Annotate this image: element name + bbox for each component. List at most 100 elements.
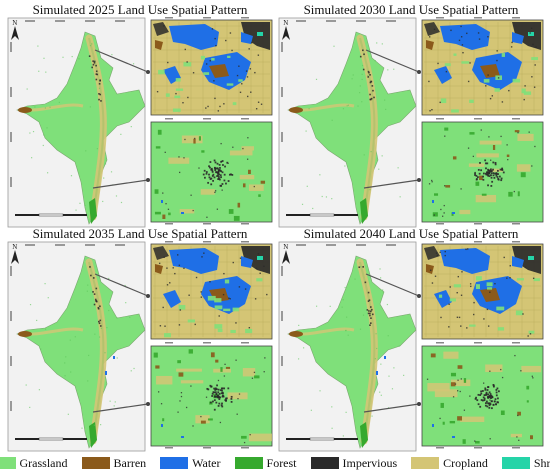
barren-patch [445, 185, 451, 188]
coordinate-tick [281, 177, 283, 187]
impervious-dot [218, 173, 221, 176]
legend-item-barren: Barren [81, 456, 146, 471]
cropland-patch [517, 133, 534, 141]
grassland-speckle [342, 435, 344, 437]
impervious-dot [226, 161, 229, 164]
grassland-patch [486, 282, 493, 287]
impervious-dot [488, 406, 491, 409]
impervious-dot [225, 182, 227, 185]
impervious-dot [497, 178, 500, 180]
impervious-dot [254, 298, 257, 300]
grassland-patch [469, 99, 474, 103]
impervious-dot [485, 167, 487, 170]
grassland-speckle [38, 389, 40, 391]
impervious-dot [370, 317, 372, 319]
impervious-dot [369, 93, 371, 96]
coordinate-tick [436, 118, 444, 120]
impervious-dot [98, 82, 101, 85]
forest-patch [258, 194, 261, 197]
impervious-dot [166, 267, 168, 269]
impervious-dot [487, 169, 490, 172]
impervious-dot [93, 303, 96, 306]
impervious-dot [97, 306, 100, 309]
leader-line [94, 49, 149, 73]
impervious-dot [201, 256, 203, 258]
grassland-speckle [375, 333, 377, 335]
grassland-speckle [385, 108, 387, 111]
impervious-area [512, 246, 541, 274]
leader-dot [146, 178, 150, 182]
impervious-dot [465, 248, 467, 251]
impervious-dot [491, 95, 494, 97]
impervious-dot [492, 385, 495, 388]
impervious-dot [494, 163, 497, 166]
impervious-dot [534, 145, 536, 148]
impervious-dot [213, 395, 216, 398]
north-arrow-icon: N [282, 243, 290, 264]
impervious-dot [211, 170, 214, 173]
impervious-dot [217, 405, 220, 407]
impervious-dot [487, 74, 489, 76]
impervious-dot [448, 303, 450, 305]
impervious-dot [92, 291, 94, 293]
impervious-area [424, 246, 440, 260]
forest-patch [526, 385, 530, 390]
legend-label: Water [192, 455, 221, 470]
grassland-speckle [31, 157, 33, 159]
impervious-dot [255, 267, 258, 270]
forest-patch [481, 193, 487, 196]
grassland-patch [453, 284, 461, 288]
legend-swatch [160, 457, 189, 469]
impervious-dot [210, 183, 213, 186]
impervious-dot [259, 272, 261, 275]
impervious-dot [498, 390, 500, 393]
impervious-dot [217, 172, 219, 174]
impervious-dot [434, 275, 437, 277]
cropland-patch [460, 416, 485, 423]
impervious-dot [493, 176, 496, 179]
impervious-dot [99, 79, 101, 82]
impervious-dot [208, 173, 210, 176]
grassland-speckle [40, 348, 42, 350]
impervious-dot [88, 55, 91, 57]
impervious-dot [490, 185, 493, 187]
impervious-dot [517, 132, 519, 134]
impervious-dot [174, 272, 176, 275]
impervious-dot [219, 389, 222, 392]
grassland-speckle [379, 268, 381, 270]
impervious-dot [363, 53, 365, 56]
impervious-dot [250, 42, 253, 44]
impervious-dot [222, 395, 225, 398]
grassland-speckle [65, 356, 67, 358]
impervious-dot [185, 406, 188, 409]
impervious-dot [206, 216, 208, 218]
grassland-speckle [94, 333, 96, 335]
grassland-speckle [133, 367, 135, 370]
grassland-patch [238, 79, 243, 82]
impervious-dot [207, 181, 210, 184]
impervious-dot [253, 371, 256, 374]
coordinate-tick [203, 223, 211, 225]
impervious-dot [236, 413, 238, 415]
impervious-dot [266, 293, 268, 296]
impervious-dot [483, 382, 485, 384]
impervious-dot [531, 165, 533, 167]
cropland-patch [248, 433, 272, 442]
impervious-dot [482, 178, 485, 181]
grassland-speckle [114, 401, 116, 403]
impervious-dot [212, 391, 215, 394]
impervious-dot [156, 90, 159, 93]
grassland-speckle [384, 99, 386, 101]
impervious-dot [214, 161, 217, 164]
impervious-dot [214, 169, 217, 172]
grassland-speckle [305, 130, 307, 132]
impervious-dot [220, 142, 222, 145]
forest-patch [462, 439, 466, 444]
impervious-dot [164, 151, 166, 153]
impervious-dot [95, 78, 98, 81]
forest-patch [442, 421, 445, 425]
barren-patch [242, 183, 246, 188]
impervious-dot [487, 396, 490, 398]
impervious-dot [219, 169, 222, 172]
coordinate-tick [55, 244, 65, 246]
